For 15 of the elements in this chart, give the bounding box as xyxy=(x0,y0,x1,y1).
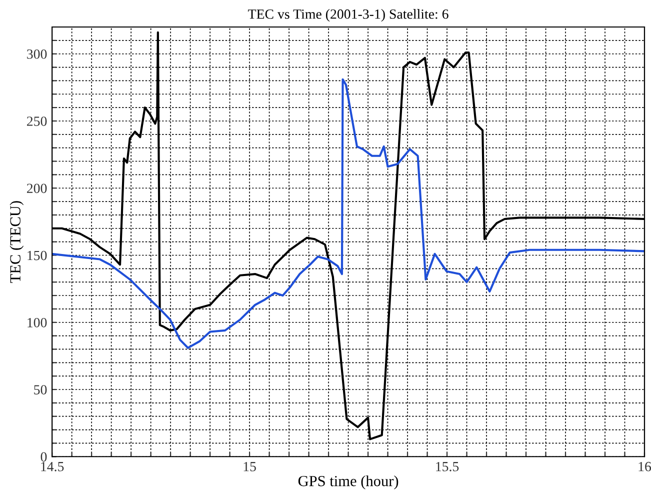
y-tick-label: 300 xyxy=(27,49,47,59)
y-tick-label: 100 xyxy=(28,318,47,328)
y-tick-label: 250 xyxy=(26,116,47,126)
y-tick-label: 50 xyxy=(34,385,47,394)
y-tick-label: 0 xyxy=(40,452,47,462)
x-axis-title: GPS time (hour) xyxy=(298,475,398,490)
y-tick-label: 150 xyxy=(28,250,47,260)
x-tick-label: 16 xyxy=(638,462,651,472)
x-tick-label: 14.5 xyxy=(41,462,64,472)
y-axis-title: TEC (TECU) xyxy=(10,201,24,283)
x-tick-label: 15 xyxy=(244,462,256,472)
line-series xyxy=(52,78,644,349)
y-tick-label: 200 xyxy=(26,184,47,194)
x-tick-label: 15.5 xyxy=(436,462,459,472)
chart-title: TEC vs Time (2001-3-1) Satellite: 6 xyxy=(248,9,448,22)
